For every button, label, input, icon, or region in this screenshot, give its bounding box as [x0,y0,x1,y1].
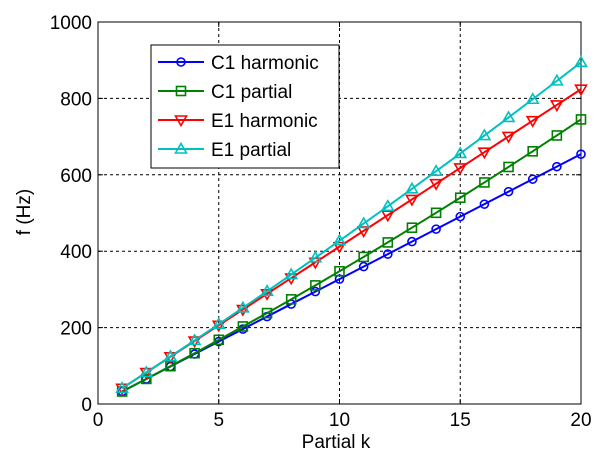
data-point [575,114,587,125]
legend-item: C1 harmonic [158,53,319,74]
data-point [552,161,562,172]
data-point [141,373,152,385]
data-point [455,211,466,222]
x-axis-label: Partial k [302,432,371,453]
y-tick-label: 200 [60,319,92,340]
x-tick-label: 15 [450,410,471,431]
data-point [405,181,419,194]
series-c1-partial [116,114,587,397]
legend-label: E1 partial [211,140,291,161]
data-point [308,250,323,263]
data-point [187,333,202,346]
data-point [453,146,468,159]
y-tick-label: 1000 [50,13,92,34]
data-point [332,241,347,254]
x-tick-label: 20 [570,410,591,431]
data-point [479,177,490,188]
legend-label: C1 partial [211,82,292,103]
data-point [382,249,393,259]
data-point [576,149,586,159]
legend-label: E1 harmonic [211,111,318,132]
data-point [189,347,200,359]
data-point [237,321,249,332]
data-point [115,381,130,394]
series-group [115,55,588,397]
data-point [549,100,564,113]
data-point [525,92,540,105]
data-point [525,115,540,128]
data-point [501,110,516,123]
data-point [527,174,538,184]
y-tick-label: 600 [60,166,92,187]
data-point [310,280,321,291]
data-point [358,251,369,263]
data-point [284,267,299,280]
data-point [356,216,371,229]
data-point [479,199,490,209]
legend-item: E1 partial [158,140,291,161]
data-point [406,222,418,234]
data-point [163,349,178,362]
legend-item: C1 partial [158,82,292,103]
data-point [430,207,442,219]
data-point [549,73,564,86]
data-point [477,147,492,160]
legend-marker [176,57,186,67]
data-point [380,210,395,223]
data-point [332,233,347,246]
data-point [380,199,395,212]
data-point [503,186,514,197]
x-tick-label: 0 [93,410,104,431]
data-point [429,164,443,177]
legend-marker [175,85,187,97]
data-point [407,236,417,247]
data-point [236,300,250,313]
data-point [334,265,345,277]
data-point [574,55,588,68]
data-point [261,307,273,319]
data-point [211,317,226,330]
data-point [382,237,394,248]
data-point [285,294,297,305]
data-point [551,130,563,141]
data-point [454,192,466,204]
legend-label: C1 harmonic [211,53,319,74]
data-point [501,131,516,144]
legend-item: E1 harmonic [158,111,318,132]
data-point [431,224,441,234]
y-axis-label: f (Hz) [14,189,35,235]
data-point [358,261,369,272]
data-point [310,286,321,297]
y-tick-label: 800 [60,89,92,110]
y-tick-label: 0 [81,395,92,416]
data-point [503,161,514,173]
y-tick-label: 400 [60,242,92,263]
data-point [477,128,492,141]
x-tick-label: 10 [329,410,350,431]
legend-marker [174,115,188,128]
series-c1-harmonic [117,149,586,397]
legend: C1 harmonic C1 partial E1 harmonic E1 parti… [150,44,340,169]
data-point [139,365,154,378]
data-point [527,146,539,157]
data-point [429,178,443,191]
legend-marker [174,141,188,154]
data-point [405,194,419,207]
data-point [574,84,588,97]
data-point [453,163,468,176]
x-tick-label: 5 [213,410,224,431]
series-e1-partial [115,55,588,394]
data-point [213,334,225,346]
data-point [260,284,274,297]
